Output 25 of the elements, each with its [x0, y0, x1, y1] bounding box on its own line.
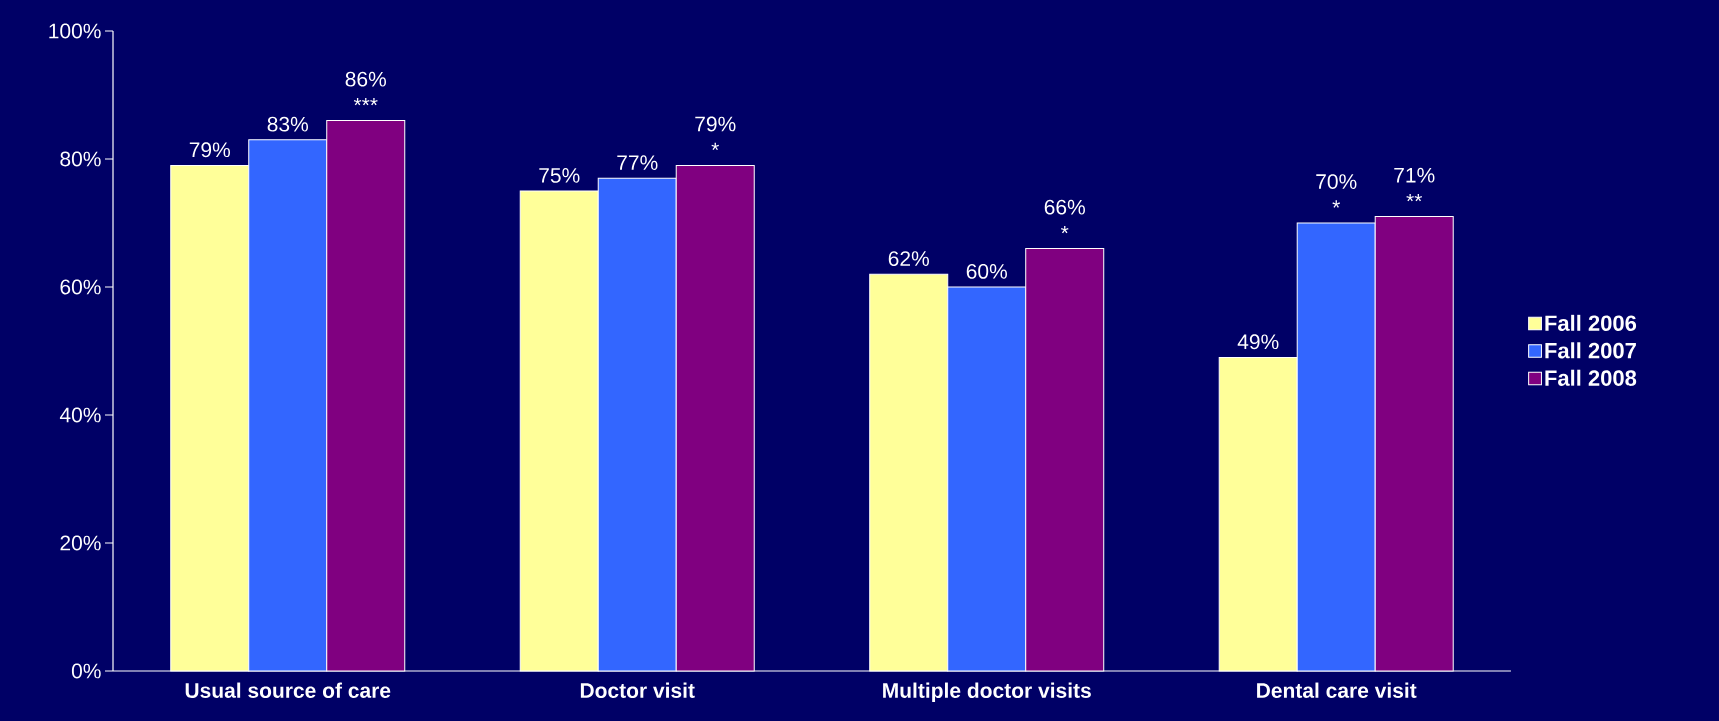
- y-tick-label: 20%: [60, 535, 101, 551]
- x-tick-label: Multiple doctor visits: [883, 682, 1091, 703]
- y-tick-label: 80%: [60, 151, 101, 167]
- data-label: 86% ***: [345, 71, 387, 106]
- data-label: 71% **: [1394, 167, 1435, 202]
- x-tick-label: Usual source of care: [185, 682, 391, 698]
- data-label: 77%: [617, 155, 658, 170]
- x-tick-label: Dental care visit: [1257, 682, 1417, 698]
- data-label: 79% *: [695, 116, 736, 151]
- legend-label: Fall 2007: [1545, 342, 1636, 359]
- x-tick-label: Doctor visit: [580, 682, 695, 698]
- data-label: 62%: [888, 251, 929, 266]
- legend-label: Fall 2006: [1545, 314, 1637, 331]
- data-label: 79%: [189, 142, 231, 158]
- y-tick-label: 0%: [71, 663, 101, 679]
- data-label: 66% *: [1044, 199, 1085, 234]
- data-label: 83%: [267, 116, 309, 132]
- y-tick-label: 40%: [59, 407, 101, 423]
- data-label: 70% *: [1316, 174, 1357, 208]
- legend-label: Fall 2008: [1545, 369, 1637, 386]
- y-tick-label: 100%: [49, 23, 101, 39]
- data-label: 75%: [539, 168, 580, 183]
- y-tick-label: 60%: [60, 279, 101, 295]
- data-label: 49%: [1237, 334, 1279, 350]
- data-label: 60%: [966, 263, 1007, 279]
